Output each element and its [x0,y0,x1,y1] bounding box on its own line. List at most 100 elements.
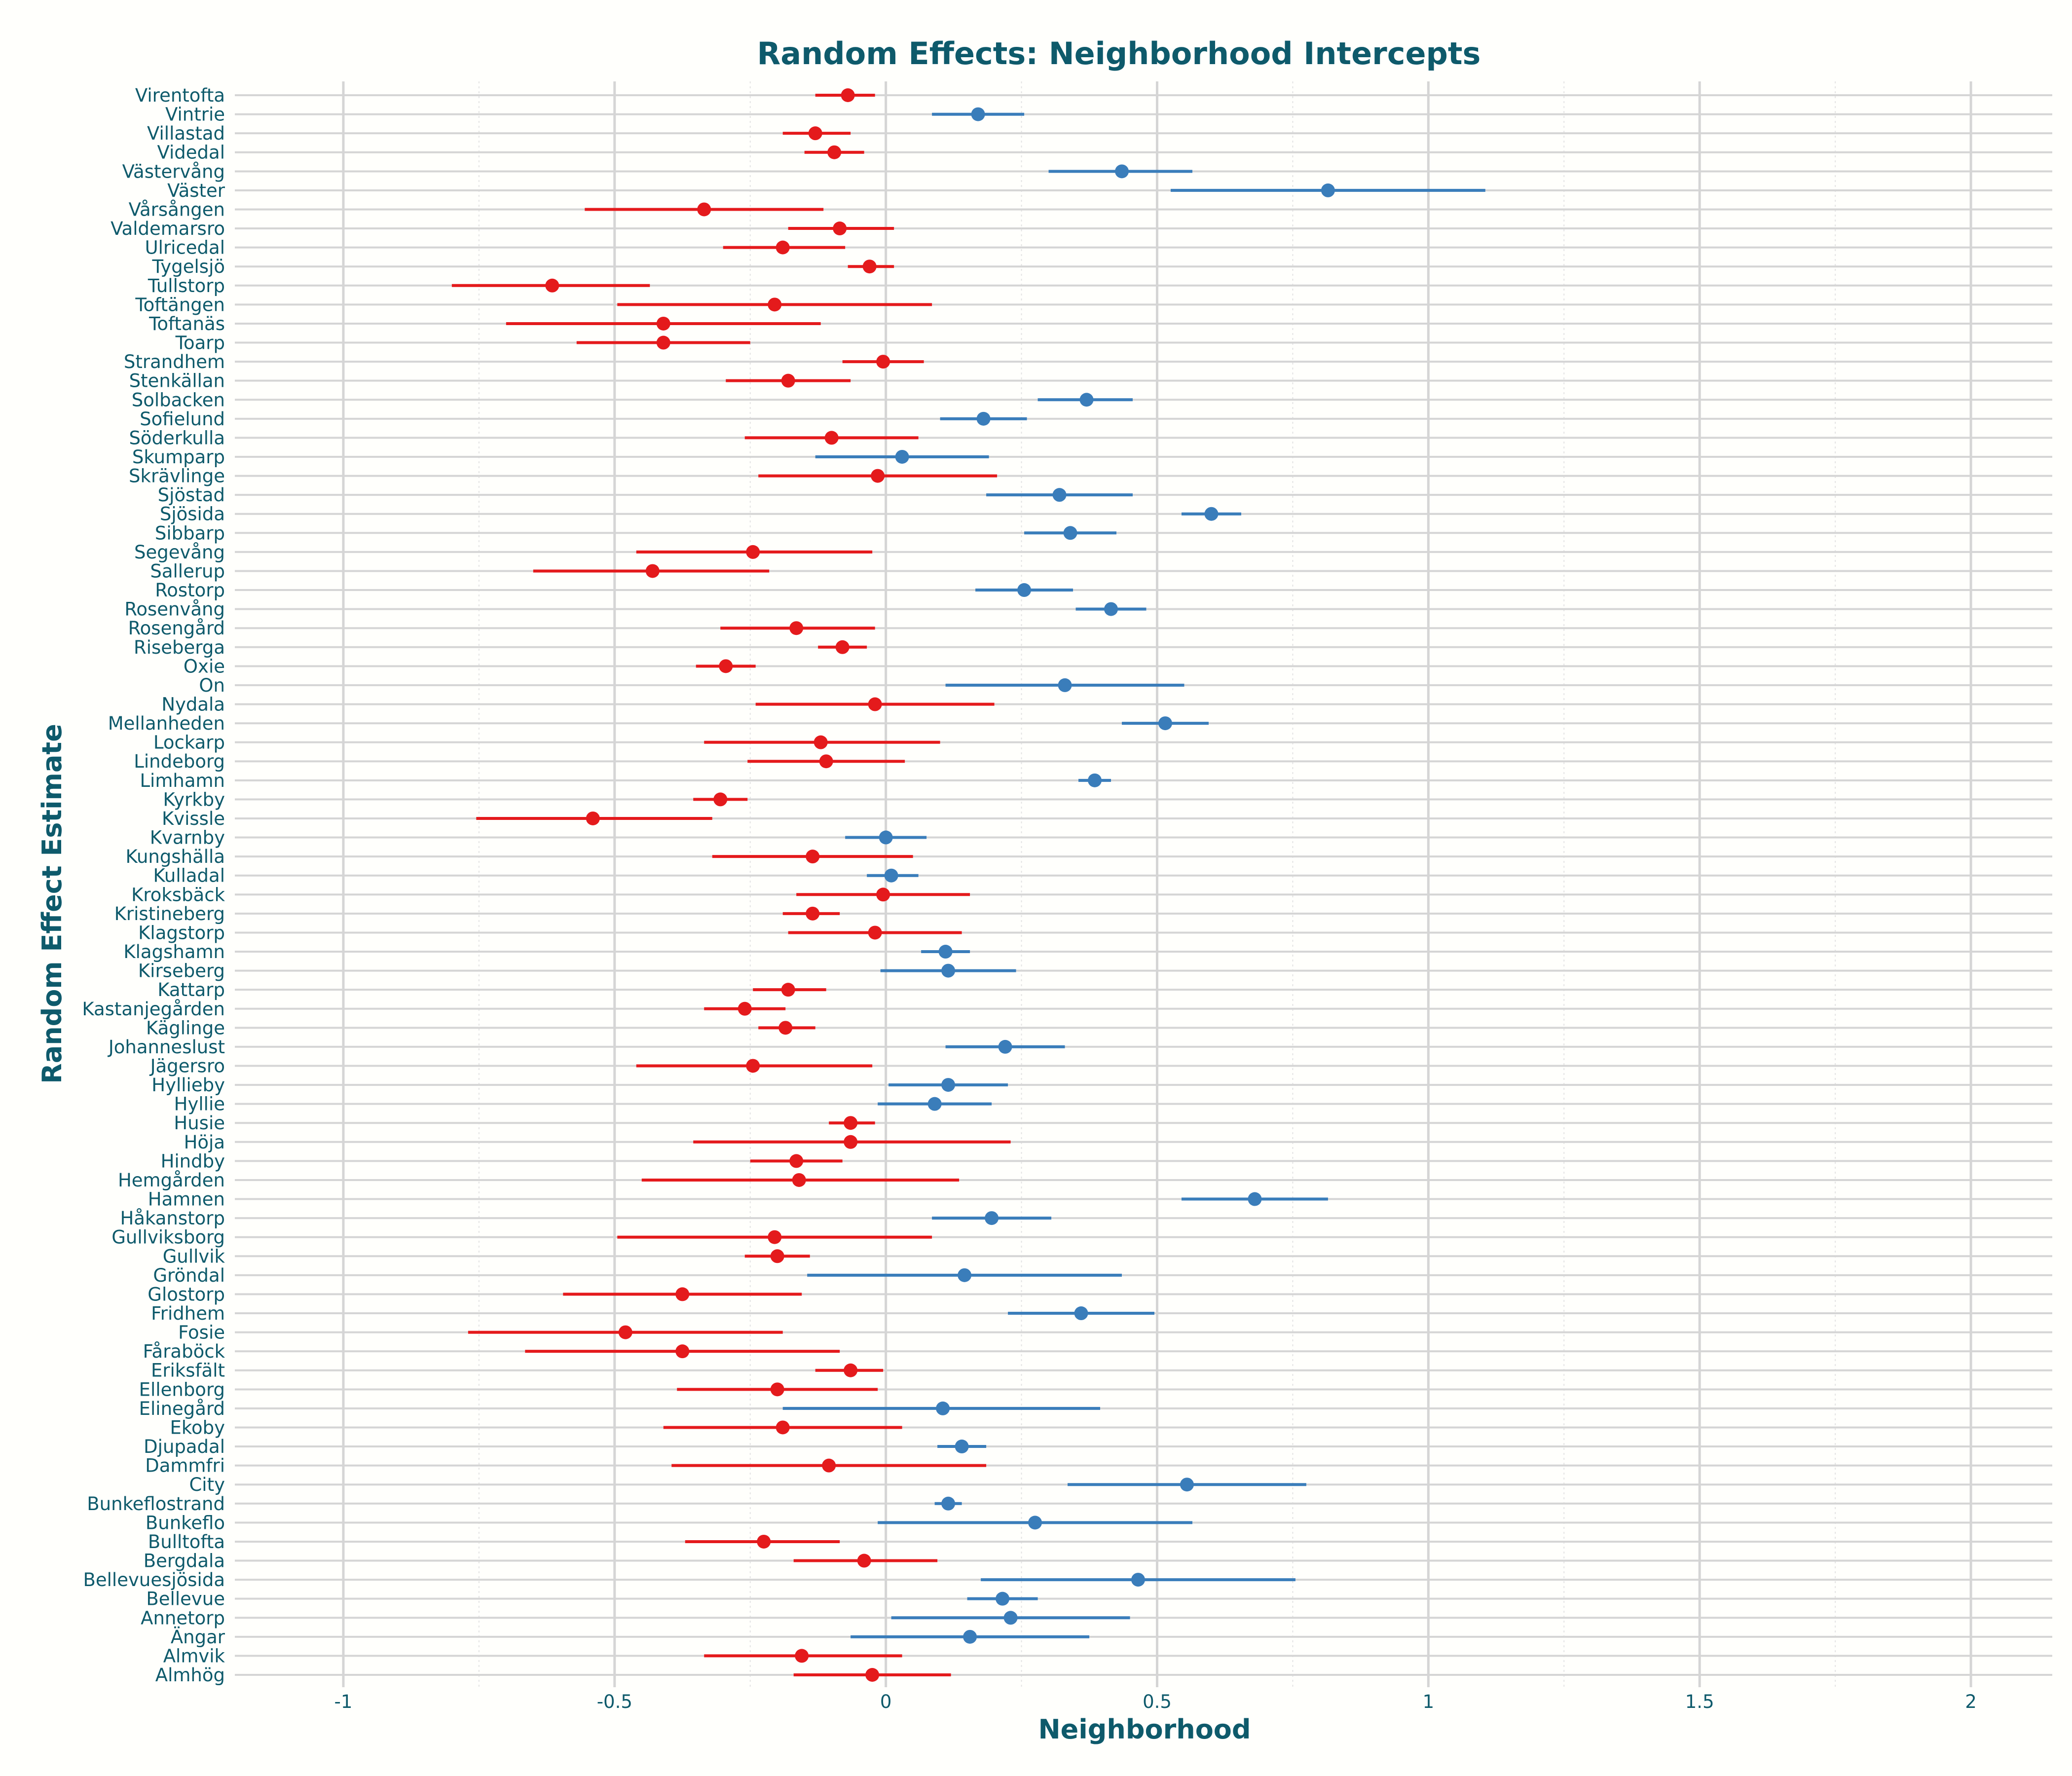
point-estimate [645,564,660,578]
minor-gridlines [478,81,1836,1687]
point-estimate [862,259,877,274]
point-estimate [656,335,670,350]
point-estimate [835,640,850,654]
point-estimate [719,659,733,673]
point-estimate [1248,1192,1262,1206]
y-tick-label: Bergdala [144,1551,225,1572]
point-estimate [844,1363,858,1377]
y-tick-label: Jägersro [149,1055,225,1076]
y-tick-label: Lindeborg [134,751,225,772]
point-estimate [1028,1516,1042,1530]
point-estimate [941,1078,956,1092]
y-tick-label: Fridhem [151,1303,225,1324]
point-estimate [746,1059,760,1073]
point-estimate [795,1649,809,1663]
y-tick-label: Oxie [184,656,225,677]
point-estimate [884,868,898,883]
point-estimate [781,373,795,388]
point-estimate [1104,602,1118,616]
point-estimate [976,411,991,426]
y-tick-label: Bulltofta [148,1531,225,1553]
point-estimate [1180,1478,1194,1492]
point-estimate [738,1001,752,1016]
y-tick-label: Almvik [163,1645,225,1666]
point-estimate [806,850,820,864]
point-estimate [841,88,855,102]
y-tick-label: Sjöstad [158,484,225,506]
y-tick-label: Ulricedal [145,237,225,259]
y-tick-label: Hamnen [148,1189,225,1210]
x-tick-labels: -1 -0.5 0 0.5 1 1.5 2 [334,1691,1976,1712]
y-tick-label: City [189,1474,225,1495]
y-tick-label: Eriksfält [151,1360,225,1381]
point-estimate [844,1116,858,1130]
point-estimate [806,906,820,921]
point-estimate [833,222,847,236]
point-estimate [985,1211,999,1225]
major-gridlines [342,81,1972,1687]
point-estimate [792,1173,806,1187]
y-tick-label: Gullvik [163,1246,225,1267]
y-tick-label: Kirseberg [138,961,225,982]
y-tick-labels: VirentoftaVintrieVillastadVidedalVästerv… [82,85,225,1686]
point-estimate [1088,773,1102,787]
point-estimate [789,621,804,635]
y-tick-label: Skumparp [132,446,225,468]
y-tick-label: Kastanjegården [82,999,225,1020]
x-tick-label: 0 [880,1691,892,1712]
point-estimate [1115,164,1129,179]
x-tick-label: 2 [1965,1691,1977,1712]
point-estimate [1321,183,1335,197]
y-tick-label: Kulladal [153,865,225,887]
point-estimate [1058,678,1072,692]
y-tick-label: Väster [167,180,225,201]
point-estimate [963,1629,977,1644]
y-tick-label: Hyllieby [151,1074,225,1096]
point-estimates [545,88,1335,1682]
y-tick-label: On [199,675,225,696]
y-tick-label: Hindby [161,1150,225,1172]
point-estimate [938,945,953,959]
point-estimate [586,811,600,825]
y-tick-label: Johanneslust [108,1036,225,1058]
x-tick-label: 1 [1423,1691,1435,1712]
y-tick-label: Strandhem [124,351,225,372]
point-estimate [1074,1306,1088,1321]
point-estimate [876,888,890,902]
point-estimate [768,1230,782,1244]
y-tick-label: Limhamn [140,770,225,791]
y-tick-label: Stenkällan [129,370,225,392]
point-estimate [757,1534,771,1549]
point-estimate [781,983,795,997]
y-axis-title: Random Effect Estimate [37,724,68,1084]
y-tick-label: Kvarnby [150,827,225,849]
y-tick-label: Håkanstorp [120,1208,225,1229]
y-tick-label: Annetorp [141,1607,225,1628]
point-estimate [857,1554,871,1568]
point-estimate [1158,716,1172,731]
y-tick-label: Almhög [155,1665,225,1686]
point-estimate [675,1344,690,1359]
point-estimate [819,754,833,769]
y-tick-label: Riseberga [134,637,225,658]
y-tick-label: Skrävlinge [129,466,225,487]
point-estimate [746,545,760,559]
y-tick-label: Solbacken [132,389,225,410]
point-estimate [808,126,822,141]
y-tick-label: Käglinge [146,1017,225,1038]
point-estimate [827,145,842,159]
x-tick-label: -1 [334,1691,352,1712]
x-tick-label: 0.5 [1143,1691,1172,1712]
y-tick-label: Nydala [161,694,225,715]
point-estimate [1079,393,1094,407]
x-axis-title: Neighborhood [1038,1714,1251,1745]
y-tick-label: Bunkeflo [146,1512,225,1533]
y-tick-label: Fåraböck [143,1341,225,1362]
y-tick-label: Höja [184,1132,225,1153]
point-estimate [865,1668,880,1682]
y-tick-label: Glostorp [148,1284,225,1305]
y-tick-label: Gullviksborg [111,1227,225,1248]
point-estimate [776,240,790,255]
